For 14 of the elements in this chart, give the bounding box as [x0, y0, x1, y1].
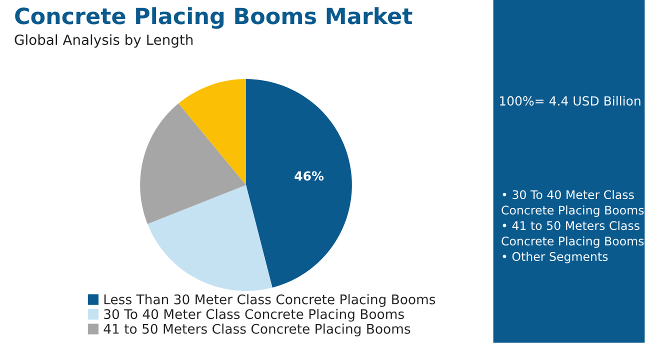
- text: 100%= 4.4 USD Billion: [500, 96, 640, 106]
- legend-label: 30 To 40 Meter Class Concrete Placing Booms: [104, 308, 404, 322]
- legend-label: Less Than 30 Meter Class Concrete Placing Booms: [104, 294, 436, 307]
- legend-label: 41 to 50 Meters Class Concrete Placing Booms: [104, 324, 410, 336]
- text: • 30 To 40 Meter Class Concrete Placing Booms: [502, 190, 644, 217]
- pie-slice: [148, 185, 272, 291]
- pie-slice: [140, 103, 246, 224]
- data-label: 46%: [294, 171, 324, 181]
- pie-slice: [246, 79, 352, 288]
- text: • Other Segments: [502, 252, 608, 264]
- chart-title: Concrete Placing Booms Market: [15, 7, 412, 29]
- text: • 41 to 50 Meters Class Concrete Placing Booms: [502, 220, 644, 248]
- chart-subtitle: Global Analysis by Length: [14, 34, 193, 48]
- pie-slice: [178, 79, 246, 185]
